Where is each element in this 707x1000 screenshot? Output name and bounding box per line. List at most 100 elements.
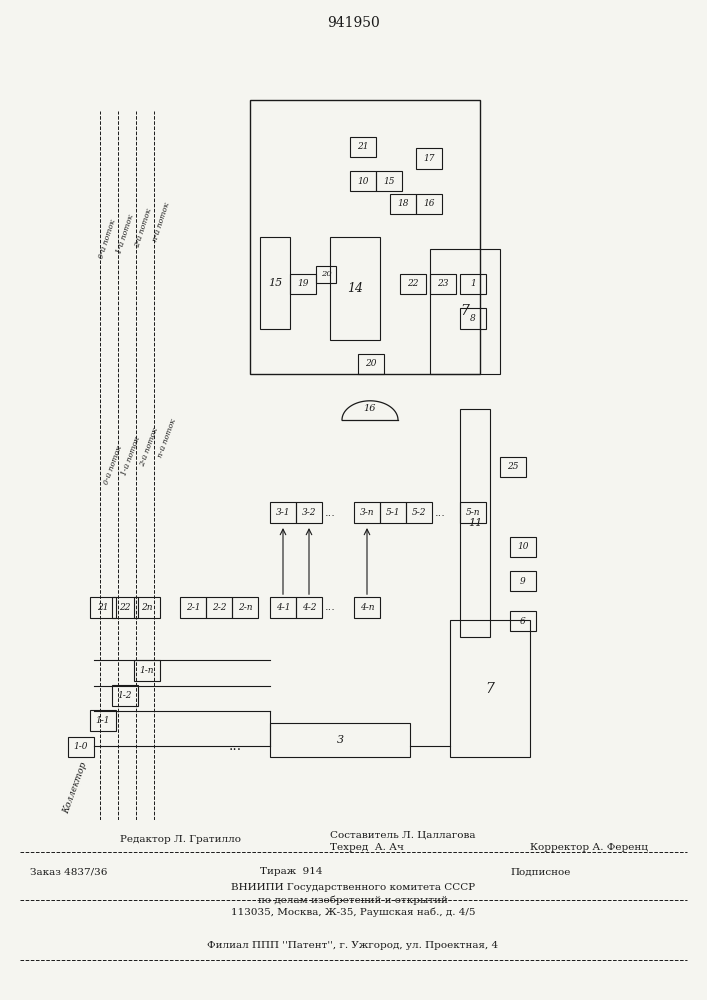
Text: n-й поток: n-й поток bbox=[151, 202, 171, 243]
Text: 21: 21 bbox=[357, 142, 369, 151]
Text: 2-й поток: 2-й поток bbox=[133, 207, 153, 249]
Text: Техред  А. Ач: Техред А. Ач bbox=[330, 844, 404, 852]
Bar bbox=[430, 249, 500, 374]
Bar bbox=[232, 597, 258, 618]
Bar bbox=[180, 597, 206, 618]
Text: 2-2: 2-2 bbox=[212, 603, 226, 612]
Text: 14: 14 bbox=[347, 282, 363, 295]
Text: 25: 25 bbox=[507, 462, 519, 471]
Text: 20: 20 bbox=[366, 360, 377, 368]
Text: 3-2: 3-2 bbox=[302, 508, 316, 517]
Bar bbox=[416, 194, 442, 214]
Text: 7: 7 bbox=[486, 682, 494, 696]
Bar bbox=[134, 660, 160, 681]
Text: 21: 21 bbox=[98, 603, 109, 612]
Bar bbox=[510, 537, 536, 557]
Text: 1-2: 1-2 bbox=[118, 691, 132, 700]
Text: Подписное: Подписное bbox=[510, 867, 571, 876]
Text: 5-2: 5-2 bbox=[411, 508, 426, 517]
Bar bbox=[460, 502, 486, 523]
Text: ...: ... bbox=[325, 602, 335, 612]
Text: 4-2: 4-2 bbox=[302, 603, 316, 612]
Bar bbox=[354, 597, 380, 618]
Bar bbox=[270, 502, 296, 523]
Bar bbox=[450, 620, 530, 757]
Text: Филиал ППП ''Патент'', г. Ужгород, ул. Проектная, 4: Филиал ППП ''Патент'', г. Ужгород, ул. П… bbox=[207, 940, 498, 950]
Text: по делам изобретений и открытий: по делам изобретений и открытий bbox=[258, 895, 448, 905]
Text: Заказ 4837/36: Заказ 4837/36 bbox=[30, 867, 107, 876]
Text: 3: 3 bbox=[337, 735, 344, 745]
Bar bbox=[350, 171, 376, 191]
Bar bbox=[354, 502, 380, 523]
Text: 16: 16 bbox=[363, 404, 376, 413]
Bar bbox=[430, 274, 456, 294]
Text: 5-1: 5-1 bbox=[386, 508, 400, 517]
Bar bbox=[290, 274, 316, 294]
Text: 1-й поток: 1-й поток bbox=[115, 213, 135, 254]
Text: 1-1: 1-1 bbox=[95, 716, 110, 725]
Text: ...: ... bbox=[325, 508, 335, 518]
Text: 10: 10 bbox=[518, 542, 529, 551]
Text: 9: 9 bbox=[520, 577, 526, 586]
Text: 2n: 2n bbox=[141, 603, 153, 612]
Text: 2-й поток: 2-й поток bbox=[138, 427, 159, 468]
Text: 5-n: 5-n bbox=[466, 508, 480, 517]
Bar bbox=[270, 597, 296, 618]
Bar bbox=[358, 354, 384, 374]
Bar bbox=[134, 597, 160, 618]
Bar bbox=[406, 502, 432, 523]
Text: ...: ... bbox=[228, 739, 242, 753]
Text: 20: 20 bbox=[321, 270, 332, 278]
Text: Редактор Л. Гратилло: Редактор Л. Гратилло bbox=[120, 836, 241, 844]
Bar bbox=[316, 266, 336, 283]
Bar bbox=[270, 723, 410, 757]
Text: 2-n: 2-n bbox=[238, 603, 252, 612]
Text: 16: 16 bbox=[423, 200, 435, 209]
Bar bbox=[260, 237, 290, 329]
Bar bbox=[112, 597, 138, 618]
Text: 18: 18 bbox=[397, 200, 409, 209]
Text: 17: 17 bbox=[423, 154, 435, 163]
Text: 1: 1 bbox=[470, 279, 476, 288]
Text: 23: 23 bbox=[437, 279, 449, 288]
Text: 0-й поток: 0-й поток bbox=[102, 445, 124, 486]
Bar bbox=[296, 502, 322, 523]
Bar bbox=[350, 137, 376, 157]
Text: 1-й поток: 1-й поток bbox=[120, 436, 141, 477]
Text: 4-1: 4-1 bbox=[276, 603, 291, 612]
Bar bbox=[460, 274, 486, 294]
Bar bbox=[510, 571, 536, 591]
Text: ...: ... bbox=[435, 508, 445, 518]
Text: n-й поток: n-й поток bbox=[156, 418, 177, 459]
Bar bbox=[380, 502, 406, 523]
Text: 15: 15 bbox=[268, 278, 282, 288]
Bar bbox=[460, 308, 486, 329]
Text: 113035, Москва, Ж-35, Раушская наб., д. 4/5: 113035, Москва, Ж-35, Раушская наб., д. … bbox=[230, 907, 475, 917]
Text: 941950: 941950 bbox=[327, 16, 380, 30]
Bar bbox=[510, 611, 536, 631]
Bar bbox=[90, 597, 116, 618]
Bar bbox=[90, 710, 116, 731]
Bar bbox=[330, 237, 380, 340]
Text: 1-n: 1-n bbox=[140, 666, 154, 675]
Bar bbox=[500, 457, 526, 477]
Text: 2-1: 2-1 bbox=[186, 603, 200, 612]
Bar bbox=[296, 597, 322, 618]
Text: Коллектор: Коллектор bbox=[62, 761, 88, 815]
Text: 7: 7 bbox=[460, 304, 469, 318]
Bar bbox=[400, 274, 426, 294]
Bar bbox=[206, 597, 232, 618]
Text: 8: 8 bbox=[470, 314, 476, 323]
Text: 22: 22 bbox=[407, 279, 419, 288]
Text: 15: 15 bbox=[383, 177, 395, 186]
Bar bbox=[68, 737, 94, 757]
Text: 10: 10 bbox=[357, 177, 369, 186]
Text: 0-й поток: 0-й поток bbox=[97, 219, 117, 260]
Text: Тираж  914: Тираж 914 bbox=[260, 867, 322, 876]
Text: 3-1: 3-1 bbox=[276, 508, 291, 517]
Text: Составитель Л. Цаллагова: Составитель Л. Цаллагова bbox=[330, 830, 476, 840]
Bar bbox=[376, 171, 402, 191]
Bar bbox=[460, 409, 490, 637]
Bar bbox=[112, 685, 138, 706]
Text: 6: 6 bbox=[520, 617, 526, 626]
